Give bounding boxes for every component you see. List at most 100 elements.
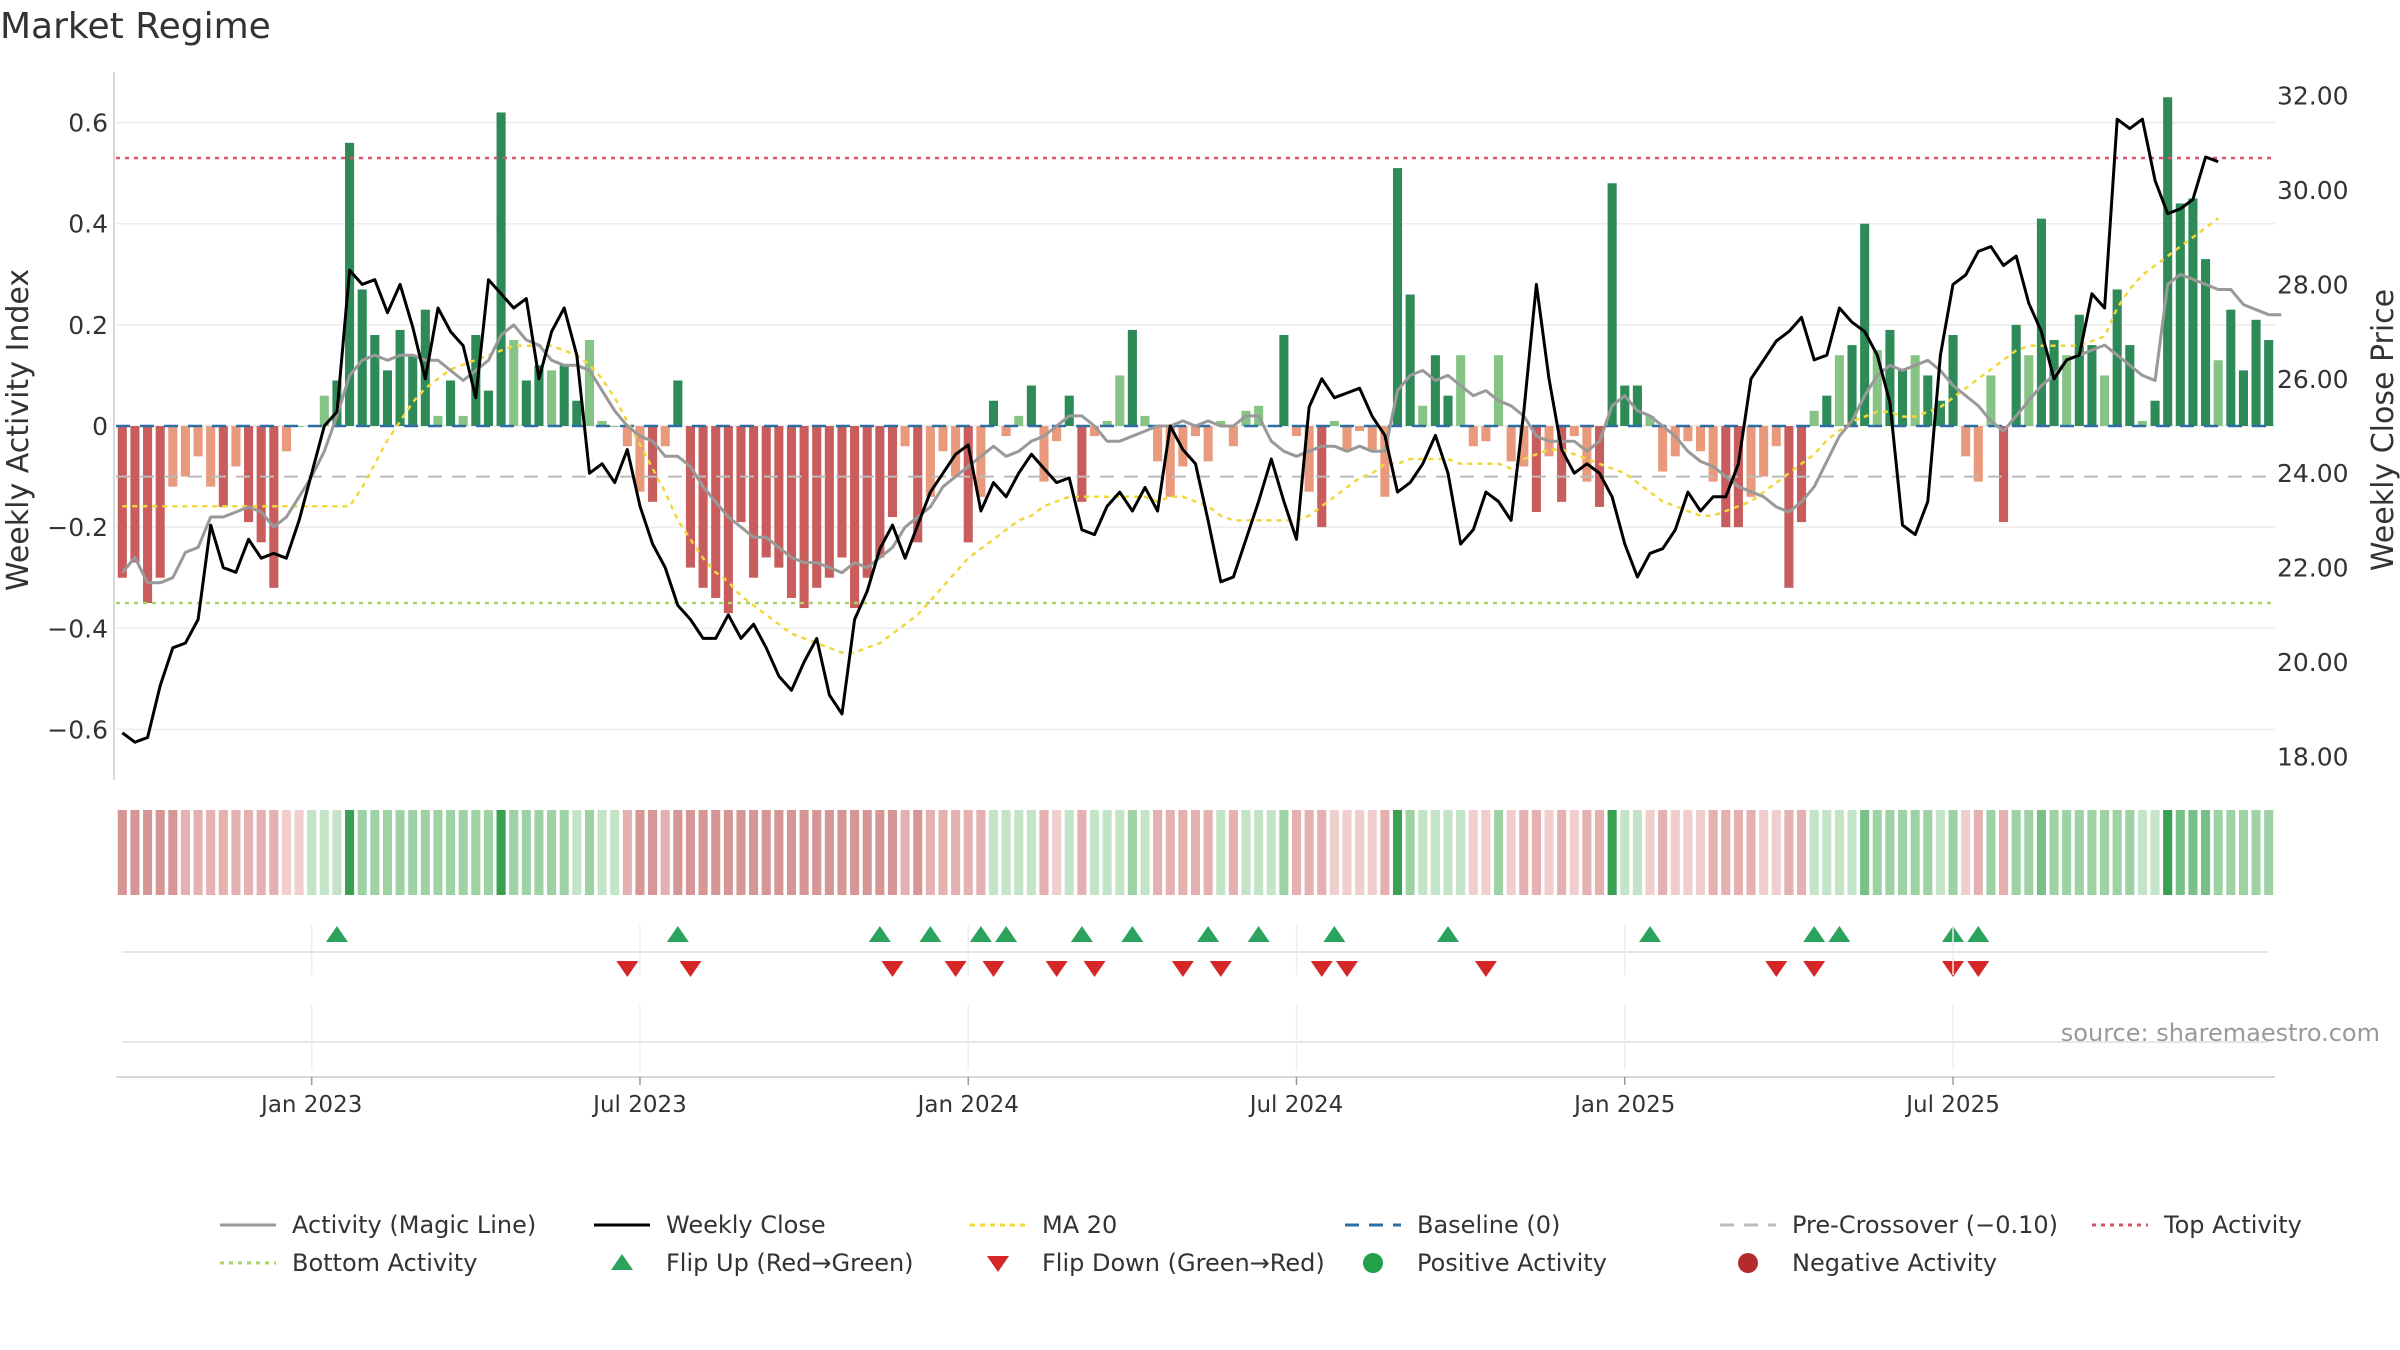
regime-cell (1291, 810, 1302, 895)
axes: 0.6 0.4 0.2 0 −0.2 −0.4 −0.6 32.00 30.00 28.00 26.… (47, 72, 2349, 780)
activity-bar (2150, 400, 2160, 426)
activity-bar (648, 426, 658, 502)
activity-bar (1771, 426, 1781, 447)
activity-bar (2213, 360, 2223, 426)
regime-cell (963, 810, 973, 895)
flip-down-marker (1474, 961, 1497, 977)
flip-down-marker (1045, 961, 1068, 977)
regime-cell (1115, 810, 1125, 895)
regime-cell (1910, 810, 1920, 895)
regime-cell (244, 810, 254, 895)
regime-cell (1089, 810, 1100, 895)
activity-bar (1620, 385, 1630, 426)
activity-bar (660, 426, 670, 447)
activity-bar (812, 426, 822, 588)
regime-cell (572, 810, 582, 895)
activity-bar (408, 355, 418, 426)
legend-swatch (1363, 1253, 1383, 1273)
activity-bar (1216, 420, 1226, 426)
activity-bar (976, 426, 986, 497)
legend-label: Negative Activity (1792, 1249, 1997, 1277)
regime-cell (1721, 810, 1731, 895)
regime-cell (812, 810, 822, 895)
activity-bar (1140, 415, 1150, 426)
activity-bar (1077, 426, 1087, 502)
regime-cell (1127, 810, 1137, 895)
flip-up-marker (1967, 926, 1990, 942)
regime-cell (1746, 810, 1756, 895)
regime-cell (2036, 810, 2046, 895)
activity-bar (1367, 426, 1377, 452)
activity-bar (1165, 426, 1175, 497)
regime-cell (168, 810, 178, 895)
activity-bar (1443, 395, 1453, 426)
regime-cell (736, 810, 746, 895)
regime-cell (1733, 810, 1743, 895)
regime-cell (1367, 810, 1377, 895)
activity-bar (1506, 426, 1516, 462)
regime-cell (900, 810, 910, 895)
regime-cell (2163, 810, 2173, 895)
y2-tick-label: 24.00 (2277, 459, 2349, 488)
activity-bar (1115, 375, 1125, 426)
x-axis: Jan 2023 Jul 2023 Jan 2024 Jul 2024 Jan 2025… (116, 925, 2275, 1118)
activity-bar (1456, 355, 1466, 426)
regime-cell (2137, 810, 2147, 895)
regime-cell (1506, 810, 1516, 895)
regime-cell (433, 810, 443, 895)
activity-bar (1809, 410, 1819, 426)
regime-cell (332, 810, 342, 895)
activity-bar (395, 329, 405, 426)
regime-cell (180, 810, 190, 895)
flip-down-marker (1803, 961, 1826, 977)
activity-bar (913, 426, 923, 543)
activity-bar (180, 426, 190, 477)
legend-swatch (611, 1254, 633, 1270)
activity-bar (1190, 426, 1201, 437)
activity-bar (887, 426, 898, 518)
legend-label: Pre-Crossover (−0.10) (1792, 1211, 2058, 1239)
y-tick-label: 0.4 (68, 210, 108, 239)
regime-cell (370, 810, 380, 895)
activity-bar (155, 426, 165, 578)
activity-bar (2125, 345, 2135, 426)
activity-bar (2238, 370, 2248, 426)
regime-cell (1418, 810, 1428, 895)
activity-bar (1178, 426, 1188, 467)
activity-bar (1973, 426, 1983, 482)
activity-bar (673, 380, 683, 426)
regime-cell (824, 810, 834, 895)
regime-cell (1569, 810, 1579, 895)
regime-cell (584, 810, 595, 895)
regime-cell (483, 810, 494, 895)
regime-cell (875, 810, 885, 895)
regime-cell (1014, 810, 1024, 895)
magic-line (121, 272, 2282, 585)
activity-bar (749, 426, 759, 578)
activity-bar (2112, 289, 2122, 426)
activity-bar (1948, 334, 1958, 426)
regime-cell (1228, 810, 1238, 895)
regime-cell (2251, 810, 2261, 895)
activity-bar (1203, 426, 1213, 462)
regime-cell (2175, 810, 2185, 895)
activity-bar (547, 370, 557, 426)
activity-bar (1519, 426, 1529, 467)
flip-up-marker (1803, 926, 1826, 942)
y-tick-label: −0.4 (47, 614, 108, 643)
activity-bar (1430, 355, 1440, 426)
activity-bar (1089, 426, 1100, 437)
flip-down-marker (1765, 961, 1788, 977)
regime-cell (269, 810, 279, 895)
source-note: source: sharemaestro.com (2061, 1019, 2380, 1047)
regime-cell (319, 810, 329, 895)
activity-bar (206, 426, 216, 487)
activity-bar (799, 426, 809, 609)
activity-bar (622, 426, 632, 447)
activity-bar (130, 426, 140, 563)
flip-down-marker (1336, 961, 1359, 977)
regime-cell (1304, 810, 1314, 895)
regime-cell (471, 810, 481, 895)
activity-bar (2137, 420, 2147, 426)
activity-bar (1569, 426, 1579, 437)
